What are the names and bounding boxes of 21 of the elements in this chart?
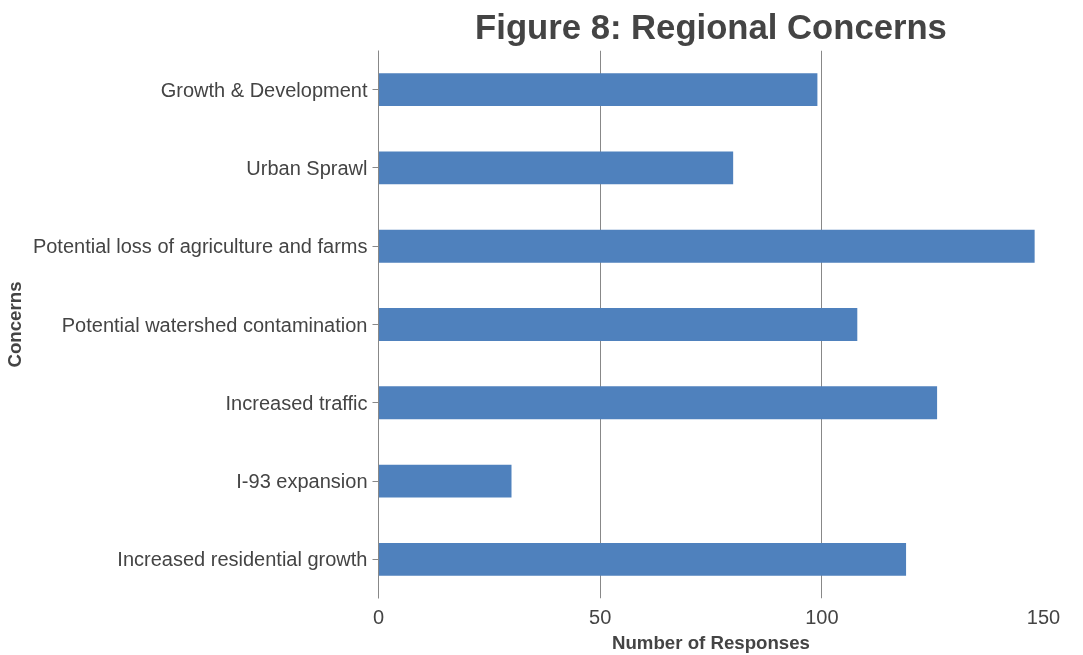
x-tick-label: 0 xyxy=(372,605,385,628)
y-tick-label: Growth & Development xyxy=(160,78,368,101)
y-axis-title: Concerns xyxy=(3,281,25,368)
bar xyxy=(378,229,1035,263)
y-tick-label: Urban Sprawl xyxy=(246,156,368,179)
x-tick-label: 100 xyxy=(805,605,839,628)
y-tick-label: Increased traffic xyxy=(225,391,368,414)
bar xyxy=(378,151,734,185)
y-tick-label: Potential loss of agriculture and farms xyxy=(32,235,368,258)
bar xyxy=(378,386,938,420)
y-tick-label: I-93 expansion xyxy=(236,470,368,493)
y-tick-label: Increased residential growth xyxy=(117,548,368,571)
x-tick-label: 150 xyxy=(1026,605,1061,628)
bar xyxy=(378,308,858,341)
bar xyxy=(378,73,818,107)
bar xyxy=(378,464,512,498)
x-axis-title: Number of Responses xyxy=(612,631,811,653)
bar xyxy=(378,542,907,576)
x-tick-label: 50 xyxy=(589,605,612,628)
chart-title: Figure 8: Regional Concerns xyxy=(475,7,947,46)
y-tick-label: Potential watershed contamination xyxy=(61,313,368,336)
